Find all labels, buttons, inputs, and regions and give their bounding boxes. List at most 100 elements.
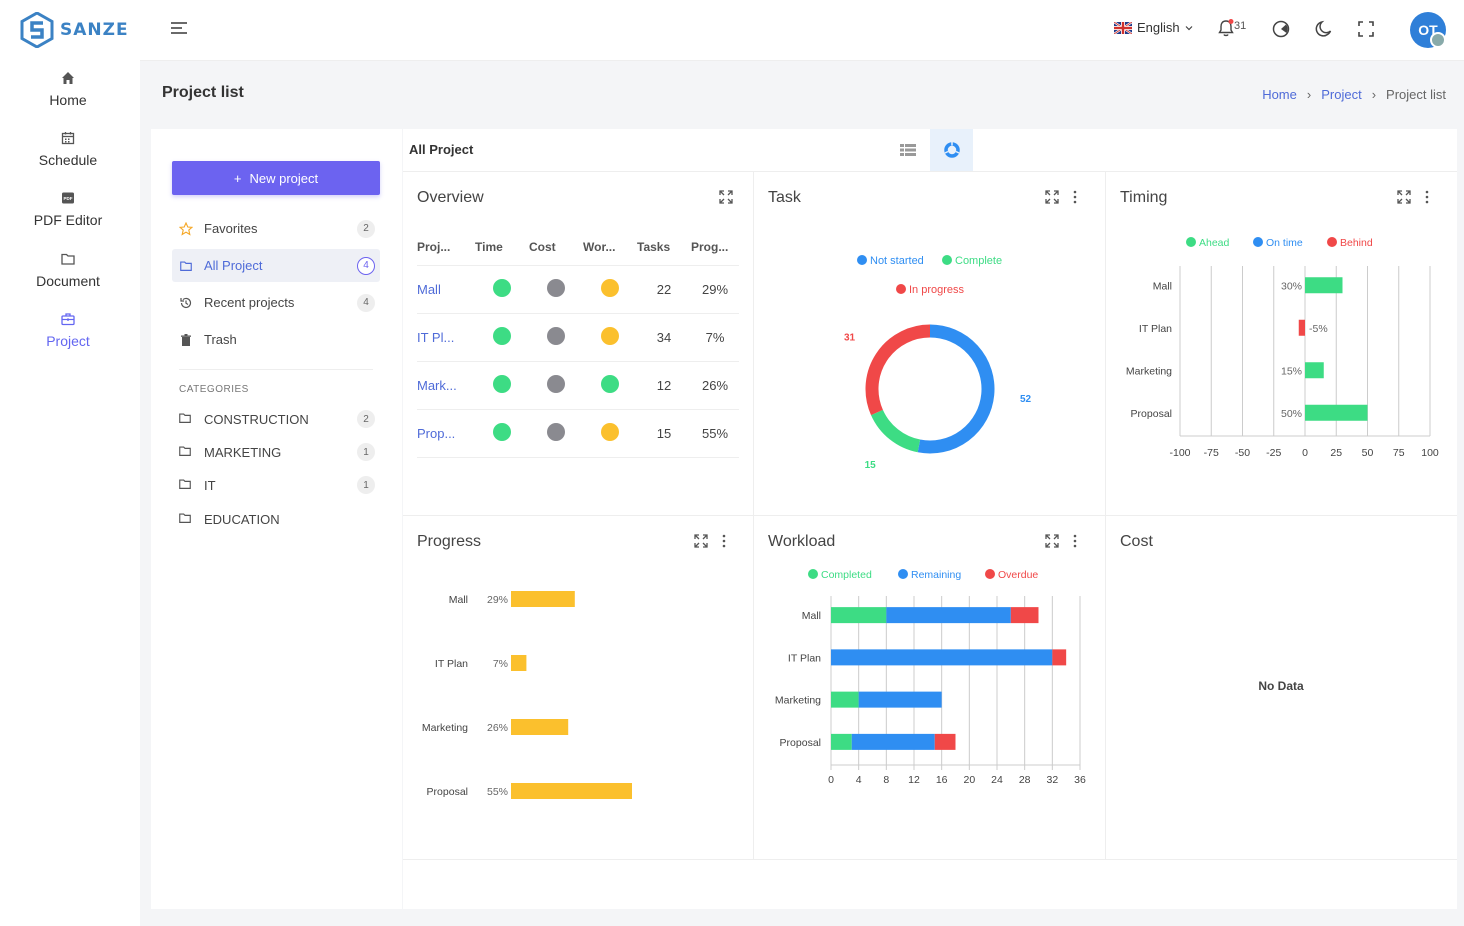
history-icon <box>180 297 192 308</box>
col-project: Proj... <box>417 230 475 266</box>
donut-slice-in-progress <box>865 324 931 416</box>
legend-label: Completed <box>821 569 872 581</box>
calendar-icon <box>61 132 75 145</box>
table-cell <box>583 361 637 410</box>
avatar[interactable]: OT <box>1410 12 1446 48</box>
new-project-button[interactable]: + New project <box>172 161 380 195</box>
bar-marketing <box>511 719 569 735</box>
project-name[interactable]: Mall <box>417 281 441 297</box>
count-badge: 1 <box>357 443 375 461</box>
notification-count: 31 <box>1234 20 1247 32</box>
bar-mall <box>511 591 575 607</box>
legend-label: In progress <box>909 284 965 296</box>
data-label: 30% <box>1281 280 1302 292</box>
main-title: All Project <box>409 142 474 157</box>
x-tick-label: -50 <box>1235 447 1250 459</box>
breadcrumb-home[interactable]: Home <box>1262 87 1297 102</box>
workload-status-dot <box>601 326 619 345</box>
y-tick-label: Mall <box>449 594 468 606</box>
x-tick-label: 4 <box>856 774 862 786</box>
main-header: All Project <box>403 129 1457 172</box>
project-name[interactable]: IT Pl... <box>417 329 455 345</box>
x-tick-label: 0 <box>1302 447 1308 459</box>
fullscreen-icon[interactable] <box>1356 19 1376 39</box>
nav-item-home[interactable]: Home <box>0 70 136 108</box>
more-vertical-icon[interactable] <box>1425 190 1429 204</box>
bar-overdue-proposal <box>934 733 956 750</box>
project-name[interactable]: Mark... <box>417 377 457 393</box>
divider <box>179 369 373 370</box>
language-label: English <box>1137 20 1180 35</box>
nav-label: Document <box>36 273 100 289</box>
category-education[interactable]: EDUCATION <box>172 505 380 533</box>
bar-completed-marketing <box>831 691 859 708</box>
menu-toggle-icon[interactable] <box>170 20 188 36</box>
expand-icon[interactable] <box>1045 190 1059 204</box>
table-row[interactable]: IT Pl... 34 7% <box>417 313 739 362</box>
y-tick-label: Mall <box>1153 280 1172 292</box>
expand-icon[interactable] <box>719 190 733 204</box>
more-vertical-icon[interactable] <box>1073 534 1077 548</box>
dark-mode-moon-icon[interactable] <box>1314 19 1334 39</box>
new-project-label: New project <box>249 170 319 186</box>
bell-icon[interactable] <box>1216 18 1236 38</box>
filter-label: All Project <box>204 258 263 273</box>
logo[interactable]: SANZE <box>20 12 129 48</box>
table-row[interactable]: Mark... 12 26% <box>417 361 739 410</box>
filter-all-project[interactable]: All Project 4 <box>172 249 380 282</box>
more-vertical-icon[interactable] <box>1073 190 1077 204</box>
workload-status-dot <box>601 374 619 393</box>
folder-icon <box>179 445 191 456</box>
filter-trash[interactable]: Trash <box>172 323 380 356</box>
category-it[interactable]: IT 1 <box>172 471 380 499</box>
nav-item-document[interactable]: Document <box>0 251 136 289</box>
expand-icon[interactable] <box>1397 190 1411 204</box>
table-cell <box>475 409 529 458</box>
folder-icon <box>61 253 75 265</box>
progress-card: Progress Mall 29% IT Plan 7% Marketing 26% Pro… <box>403 516 754 860</box>
list-view-button[interactable] <box>893 135 923 165</box>
category-construction[interactable]: CONSTRUCTION 2 <box>172 405 380 433</box>
table-row[interactable]: Prop... 15 55% <box>417 409 739 458</box>
expand-icon[interactable] <box>694 534 708 548</box>
count-badge: 2 <box>357 219 375 238</box>
nav-item-project[interactable]: Project <box>0 311 136 349</box>
home-icon <box>62 72 74 84</box>
nav-item-schedule[interactable]: Schedule <box>0 130 136 168</box>
chart-view-button[interactable] <box>930 129 973 171</box>
progress-value: 7% <box>705 329 725 345</box>
project-filter-panel: + New project Favorites 2 All Project 4 … <box>151 129 402 909</box>
legend-marker <box>1186 237 1196 247</box>
table-row[interactable]: Mall 22 29% <box>417 265 739 314</box>
cost-status-dot <box>547 326 565 345</box>
category-marketing[interactable]: MARKETING 1 <box>172 438 380 466</box>
workload-card: Workload Completed Remaining Overdue 0 4 8 12 1… <box>754 516 1106 860</box>
filter-label: Recent projects <box>204 295 295 310</box>
progress-value: 26% <box>701 377 729 393</box>
breadcrumb-project[interactable]: Project <box>1321 87 1362 102</box>
bar-marketing <box>1305 362 1324 379</box>
timing-card: Timing Ahead On time Behind -100 -75 -50 -25 0 2… <box>1106 172 1457 516</box>
card-title: Task <box>768 189 801 206</box>
x-tick-label: 16 <box>936 774 948 786</box>
theme-contrast-icon[interactable] <box>1271 19 1291 39</box>
task-card: Task Not started Complete In progress 52 15 3… <box>754 172 1106 516</box>
expand-icon[interactable] <box>1045 534 1059 548</box>
y-tick-label: IT Plan <box>1139 323 1172 335</box>
project-name[interactable]: Prop... <box>417 425 456 441</box>
more-vertical-icon[interactable] <box>722 534 726 548</box>
nav-item-pdf-editor[interactable]: PDF PDF Editor <box>0 190 136 228</box>
tasks-count: 12 <box>656 377 672 393</box>
legend-marker <box>896 284 906 294</box>
filter-recent-projects[interactable]: Recent projects 4 <box>172 286 380 319</box>
bar-completed-proposal <box>831 733 852 750</box>
filter-favorites[interactable]: Favorites 2 <box>172 212 380 245</box>
tasks-count: 34 <box>656 329 672 345</box>
table-cell: 12 <box>637 361 691 410</box>
x-tick-label: 36 <box>1074 774 1086 786</box>
left-nav: SANZE Home Schedule PDF PDF Editor Docum… <box>0 0 140 926</box>
overview-table: Proj... Time Cost Wor... Tasks Prog... M… <box>417 230 739 458</box>
language-selector[interactable]: English <box>1114 20 1193 35</box>
data-label: 55% <box>487 786 508 798</box>
top-bar: English 31 OT <box>140 0 1464 61</box>
